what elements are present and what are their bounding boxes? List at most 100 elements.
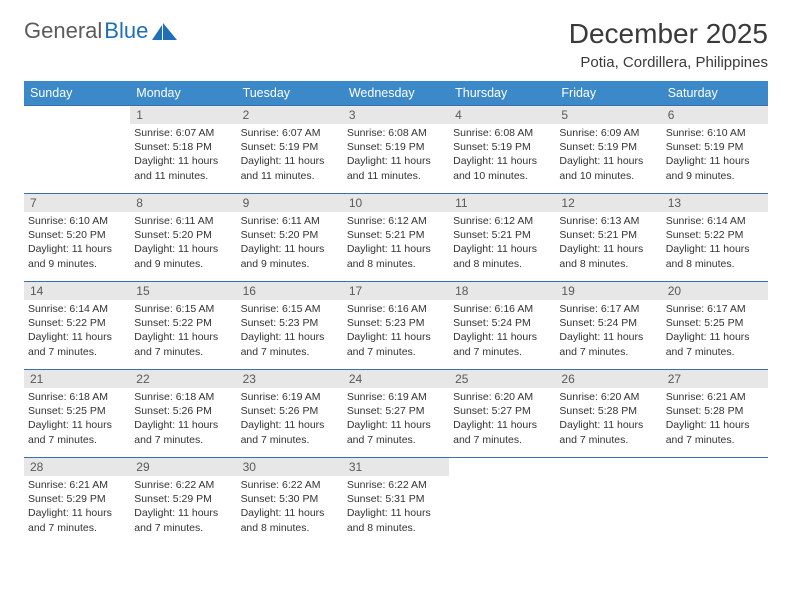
day-details: Sunrise: 6:18 AMSunset: 5:25 PMDaylight:…: [24, 388, 130, 451]
calendar-cell: [555, 458, 661, 546]
calendar-cell: 30Sunrise: 6:22 AMSunset: 5:30 PMDayligh…: [237, 458, 343, 546]
day-details: Sunrise: 6:19 AMSunset: 5:27 PMDaylight:…: [343, 388, 449, 451]
day-details: Sunrise: 6:22 AMSunset: 5:29 PMDaylight:…: [130, 476, 236, 539]
day-number: 1: [130, 106, 236, 124]
day-number: 24: [343, 370, 449, 388]
weekday-header: Thursday: [449, 81, 555, 106]
day-number: 18: [449, 282, 555, 300]
calendar-cell: 19Sunrise: 6:17 AMSunset: 5:24 PMDayligh…: [555, 282, 661, 370]
calendar-cell: 20Sunrise: 6:17 AMSunset: 5:25 PMDayligh…: [662, 282, 768, 370]
day-details: Sunrise: 6:12 AMSunset: 5:21 PMDaylight:…: [449, 212, 555, 275]
calendar-cell: 18Sunrise: 6:16 AMSunset: 5:24 PMDayligh…: [449, 282, 555, 370]
day-number: 2: [237, 106, 343, 124]
day-number: 15: [130, 282, 236, 300]
calendar-cell: 3Sunrise: 6:08 AMSunset: 5:19 PMDaylight…: [343, 106, 449, 194]
calendar-cell: 10Sunrise: 6:12 AMSunset: 5:21 PMDayligh…: [343, 194, 449, 282]
day-details: Sunrise: 6:15 AMSunset: 5:23 PMDaylight:…: [237, 300, 343, 363]
day-details: Sunrise: 6:18 AMSunset: 5:26 PMDaylight:…: [130, 388, 236, 451]
day-details: Sunrise: 6:20 AMSunset: 5:28 PMDaylight:…: [555, 388, 661, 451]
day-number: 28: [24, 458, 130, 476]
day-number: 27: [662, 370, 768, 388]
day-details: Sunrise: 6:15 AMSunset: 5:22 PMDaylight:…: [130, 300, 236, 363]
day-number: 7: [24, 194, 130, 212]
calendar-cell: 8Sunrise: 6:11 AMSunset: 5:20 PMDaylight…: [130, 194, 236, 282]
day-details: Sunrise: 6:10 AMSunset: 5:20 PMDaylight:…: [24, 212, 130, 275]
day-details: Sunrise: 6:22 AMSunset: 5:31 PMDaylight:…: [343, 476, 449, 539]
day-details: Sunrise: 6:20 AMSunset: 5:27 PMDaylight:…: [449, 388, 555, 451]
calendar-cell: 15Sunrise: 6:15 AMSunset: 5:22 PMDayligh…: [130, 282, 236, 370]
day-details: Sunrise: 6:19 AMSunset: 5:26 PMDaylight:…: [237, 388, 343, 451]
calendar-body: 1Sunrise: 6:07 AMSunset: 5:18 PMDaylight…: [24, 106, 768, 546]
weekday-header: Friday: [555, 81, 661, 106]
calendar-cell: 28Sunrise: 6:21 AMSunset: 5:29 PMDayligh…: [24, 458, 130, 546]
day-number: 29: [130, 458, 236, 476]
brand-part1: General: [24, 18, 102, 44]
day-number: 20: [662, 282, 768, 300]
day-number: 9: [237, 194, 343, 212]
day-details: Sunrise: 6:12 AMSunset: 5:21 PMDaylight:…: [343, 212, 449, 275]
day-number: 11: [449, 194, 555, 212]
calendar-cell: 31Sunrise: 6:22 AMSunset: 5:31 PMDayligh…: [343, 458, 449, 546]
day-details: Sunrise: 6:14 AMSunset: 5:22 PMDaylight:…: [24, 300, 130, 363]
day-number: 16: [237, 282, 343, 300]
weekday-header: Monday: [130, 81, 236, 106]
weekday-header: Saturday: [662, 81, 768, 106]
day-details: Sunrise: 6:09 AMSunset: 5:19 PMDaylight:…: [555, 124, 661, 187]
weekday-header-row: SundayMondayTuesdayWednesdayThursdayFrid…: [24, 81, 768, 106]
logo-sail-icon: [152, 23, 178, 41]
calendar-cell: [24, 106, 130, 194]
day-number: 19: [555, 282, 661, 300]
calendar-cell: 26Sunrise: 6:20 AMSunset: 5:28 PMDayligh…: [555, 370, 661, 458]
day-number: 5: [555, 106, 661, 124]
day-number: 14: [24, 282, 130, 300]
title-block: December 2025 Potia, Cordillera, Philipp…: [569, 18, 768, 71]
calendar-cell: 24Sunrise: 6:19 AMSunset: 5:27 PMDayligh…: [343, 370, 449, 458]
calendar-cell: 5Sunrise: 6:09 AMSunset: 5:19 PMDaylight…: [555, 106, 661, 194]
day-number: 21: [24, 370, 130, 388]
day-details: Sunrise: 6:17 AMSunset: 5:24 PMDaylight:…: [555, 300, 661, 363]
calendar-table: SundayMondayTuesdayWednesdayThursdayFrid…: [24, 81, 768, 546]
calendar-cell: 4Sunrise: 6:08 AMSunset: 5:19 PMDaylight…: [449, 106, 555, 194]
month-title: December 2025: [569, 18, 768, 50]
day-number: 10: [343, 194, 449, 212]
calendar-week-row: 1Sunrise: 6:07 AMSunset: 5:18 PMDaylight…: [24, 106, 768, 194]
calendar-cell: 12Sunrise: 6:13 AMSunset: 5:21 PMDayligh…: [555, 194, 661, 282]
calendar-week-row: 14Sunrise: 6:14 AMSunset: 5:22 PMDayligh…: [24, 282, 768, 370]
day-number: 4: [449, 106, 555, 124]
day-details: Sunrise: 6:08 AMSunset: 5:19 PMDaylight:…: [449, 124, 555, 187]
page-header: GeneralBlue December 2025 Potia, Cordill…: [24, 18, 768, 71]
calendar-week-row: 7Sunrise: 6:10 AMSunset: 5:20 PMDaylight…: [24, 194, 768, 282]
day-details: Sunrise: 6:10 AMSunset: 5:19 PMDaylight:…: [662, 124, 768, 187]
day-details: Sunrise: 6:22 AMSunset: 5:30 PMDaylight:…: [237, 476, 343, 539]
calendar-cell: [662, 458, 768, 546]
day-details: Sunrise: 6:13 AMSunset: 5:21 PMDaylight:…: [555, 212, 661, 275]
day-number: 3: [343, 106, 449, 124]
calendar-cell: 22Sunrise: 6:18 AMSunset: 5:26 PMDayligh…: [130, 370, 236, 458]
day-details: Sunrise: 6:17 AMSunset: 5:25 PMDaylight:…: [662, 300, 768, 363]
calendar-cell: 2Sunrise: 6:07 AMSunset: 5:19 PMDaylight…: [237, 106, 343, 194]
calendar-cell: 6Sunrise: 6:10 AMSunset: 5:19 PMDaylight…: [662, 106, 768, 194]
day-details: Sunrise: 6:11 AMSunset: 5:20 PMDaylight:…: [237, 212, 343, 275]
calendar-cell: 29Sunrise: 6:22 AMSunset: 5:29 PMDayligh…: [130, 458, 236, 546]
calendar-cell: 21Sunrise: 6:18 AMSunset: 5:25 PMDayligh…: [24, 370, 130, 458]
day-number: 8: [130, 194, 236, 212]
day-number: 6: [662, 106, 768, 124]
calendar-cell: 11Sunrise: 6:12 AMSunset: 5:21 PMDayligh…: [449, 194, 555, 282]
day-number: 13: [662, 194, 768, 212]
calendar-cell: 13Sunrise: 6:14 AMSunset: 5:22 PMDayligh…: [662, 194, 768, 282]
day-number: 12: [555, 194, 661, 212]
day-details: Sunrise: 6:11 AMSunset: 5:20 PMDaylight:…: [130, 212, 236, 275]
calendar-week-row: 21Sunrise: 6:18 AMSunset: 5:25 PMDayligh…: [24, 370, 768, 458]
brand-part2: Blue: [104, 18, 148, 44]
day-details: Sunrise: 6:07 AMSunset: 5:18 PMDaylight:…: [130, 124, 236, 187]
day-number: 22: [130, 370, 236, 388]
day-details: Sunrise: 6:21 AMSunset: 5:28 PMDaylight:…: [662, 388, 768, 451]
day-details: Sunrise: 6:08 AMSunset: 5:19 PMDaylight:…: [343, 124, 449, 187]
day-number: 25: [449, 370, 555, 388]
calendar-cell: 23Sunrise: 6:19 AMSunset: 5:26 PMDayligh…: [237, 370, 343, 458]
location-text: Potia, Cordillera, Philippines: [569, 54, 768, 71]
day-number: 26: [555, 370, 661, 388]
day-details: Sunrise: 6:14 AMSunset: 5:22 PMDaylight:…: [662, 212, 768, 275]
calendar-cell: 1Sunrise: 6:07 AMSunset: 5:18 PMDaylight…: [130, 106, 236, 194]
weekday-header: Tuesday: [237, 81, 343, 106]
